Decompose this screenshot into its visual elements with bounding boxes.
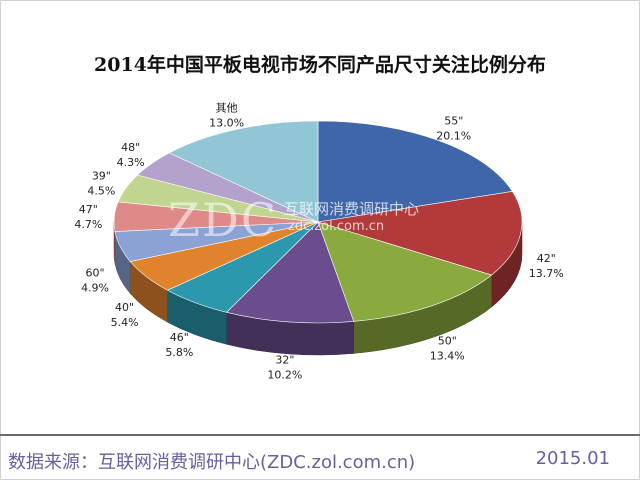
slice-label-60: 60" xyxy=(86,267,105,280)
slice-label-46: 46" xyxy=(170,331,189,344)
watermark-url: zdc.zol.com.cn xyxy=(288,219,385,234)
pie-slice-55 xyxy=(317,120,513,223)
watermark-name: 互联网消费调研中心 xyxy=(284,200,420,218)
slice-value-46: 5.8% xyxy=(165,346,193,359)
pie-slices xyxy=(113,120,523,324)
pie-slice-42 xyxy=(317,191,523,276)
slice-value-60: 4.9% xyxy=(81,282,109,295)
slice-label-48: 48" xyxy=(121,141,140,154)
pie-sides xyxy=(113,221,523,356)
slice-label-55: 55" xyxy=(444,115,463,128)
slice-value-55: 20.1% xyxy=(436,130,471,143)
slice-value-39: 4.5% xyxy=(87,185,115,198)
chart-title: 2014年中国平板电视市场不同产品尺寸关注比例分布 xyxy=(94,54,546,76)
watermark-logo: ZDC xyxy=(168,193,279,247)
slice-label-40: 40" xyxy=(115,301,134,314)
footer-date: 2015.01 xyxy=(535,448,610,469)
slice-value-other-10: 13.0% xyxy=(209,117,244,130)
slice-value-40: 5.4% xyxy=(111,316,139,329)
slice-value-32: 10.2% xyxy=(267,369,302,382)
slice-value-42: 13.7% xyxy=(529,267,564,280)
slice-value-48: 4.3% xyxy=(117,156,145,169)
pie-slice-other-10 xyxy=(168,120,319,223)
slice-value-47: 4.7% xyxy=(74,218,102,231)
slice-label-other-10: 其他 xyxy=(216,102,238,115)
pie-slice-32 xyxy=(225,221,355,324)
slice-label-50: 50" xyxy=(438,335,457,348)
pie-chart: 55" 20.1% 42" 13.7% 50" 13.4% 32" 10.2% 46" 5.8% 4… xyxy=(74,102,563,382)
slice-label-47: 47" xyxy=(79,203,98,216)
slice-label-42: 42" xyxy=(537,252,556,265)
slice-value-50: 13.4% xyxy=(430,350,465,363)
footer-divider xyxy=(0,434,640,436)
footer-source: 数据来源：互联网消费调研中心(ZDC.zol.com.cn) xyxy=(8,452,416,473)
pie-slice-50 xyxy=(317,221,493,322)
slice-label-39: 39" xyxy=(92,170,111,183)
pie-labels: 55" 20.1% 42" 13.7% 50" 13.4% 32" 10.2% 46" 5.8% 4… xyxy=(74,102,563,382)
slice-label-32: 32" xyxy=(275,354,294,367)
